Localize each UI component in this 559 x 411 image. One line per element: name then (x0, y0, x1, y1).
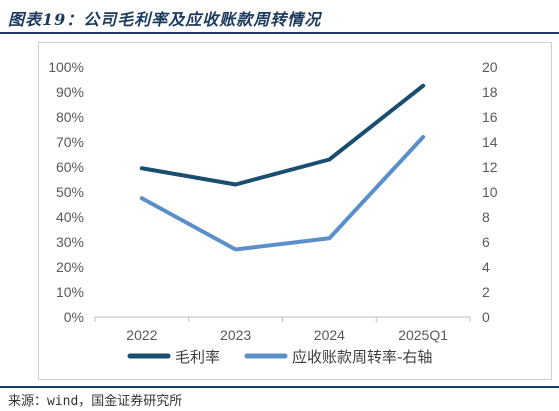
x-tick-label: 2025Q1 (398, 327, 448, 343)
right-tick-label: 16 (482, 109, 498, 125)
left-tick-label: 90% (56, 84, 84, 100)
left-tick-label: 20% (56, 259, 84, 275)
right-tick-label: 12 (482, 159, 498, 175)
x-axis-ticks: 2022 2023 2024 2025Q1 (94, 317, 471, 343)
left-tick-label: 80% (56, 109, 84, 125)
legend: 毛利率 应收账款周转率-右轴 (127, 348, 432, 366)
left-tick-label: 30% (56, 234, 84, 250)
right-axis-ticks: 0 2 4 6 8 10 12 14 16 18 20 (482, 59, 498, 325)
right-tick-label: 14 (482, 134, 498, 150)
right-tick-label: 0 (482, 309, 490, 325)
title-rule (0, 32, 559, 34)
legend-receivable-turnover-label: 应收账款周转率-右轴 (292, 348, 432, 366)
legend-gross-margin-label: 毛利率 (175, 348, 220, 366)
chart-frame (38, 42, 552, 380)
left-tick-label: 100% (48, 59, 84, 75)
series-line-gross-margin (139, 83, 426, 187)
left-tick-label: 0% (64, 309, 84, 325)
right-tick-label: 10 (482, 184, 498, 200)
left-tick-label: 40% (56, 209, 84, 225)
right-tick-label: 2 (482, 284, 490, 300)
left-axis-ticks: 0% 10% 20% 30% 40% 50% 60% 70% 80% 90% 100% (48, 59, 84, 325)
left-tick-label: 60% (56, 159, 84, 175)
right-tick-label: 8 (482, 209, 490, 225)
figure-title: 图表19：公司毛利率及应收账款周转情况 (8, 10, 322, 29)
right-tick-label: 20 (482, 59, 498, 75)
x-tick-label: 2024 (314, 327, 345, 343)
right-tick-label: 18 (482, 84, 498, 100)
right-tick-label: 4 (482, 259, 490, 275)
series-line-receivable-turnover (139, 135, 426, 252)
left-tick-label: 50% (56, 184, 84, 200)
x-tick-label: 2023 (220, 327, 251, 343)
right-tick-label: 6 (482, 234, 490, 250)
left-tick-label: 10% (56, 284, 84, 300)
x-tick-label: 2022 (126, 327, 157, 343)
left-tick-label: 70% (56, 134, 84, 150)
bottom-rule (0, 386, 559, 388)
series-lines (139, 83, 426, 252)
source-note: 来源：wind，国金证券研究所 (8, 394, 183, 409)
